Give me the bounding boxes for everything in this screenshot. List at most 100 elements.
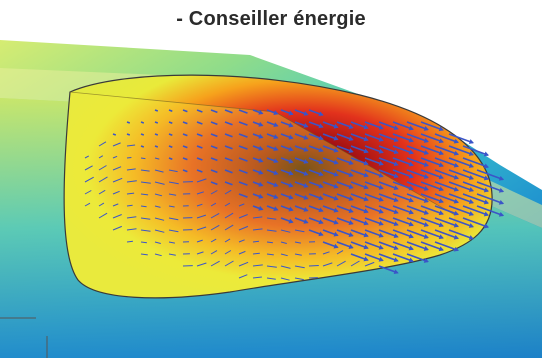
vector-arrowhead [288, 182, 294, 188]
vector-arrow [224, 189, 232, 195]
vector-arrow [126, 157, 132, 159]
vector-arrowhead [273, 158, 279, 164]
vector-arrow [224, 224, 234, 231]
vector-arrow [98, 141, 107, 147]
vector-arrowhead [333, 195, 339, 201]
vector-arrow [112, 166, 122, 171]
vector-arrow [210, 250, 218, 255]
vector-arrowhead [288, 194, 294, 200]
vector-arrowhead [258, 109, 264, 115]
vector-arrow [448, 169, 474, 180]
vector-arrowhead [498, 187, 505, 193]
vector-arrow [308, 265, 319, 267]
caption-text: - Conseiller énergie [176, 8, 366, 30]
vector-arrow [224, 181, 233, 186]
vector-arrow [294, 241, 301, 244]
vector-arrow [84, 155, 90, 159]
vector-arrowhead [288, 206, 294, 212]
vector-arrowhead [273, 170, 279, 176]
vector-arrowhead [423, 210, 429, 215]
vector-arrow [224, 202, 231, 207]
vector-arrowhead [258, 133, 264, 139]
vector-arrow [168, 205, 175, 208]
vector-arrow [294, 229, 305, 233]
vector-arrow [168, 193, 177, 196]
vector-arrow [98, 189, 106, 195]
vector-arrow [182, 145, 188, 149]
vector-arrow [154, 205, 161, 208]
vector-arrow [126, 192, 135, 195]
vector-arrow [210, 181, 218, 186]
vector-arrow [168, 133, 173, 136]
vector-arrowhead [363, 184, 369, 190]
vector-arrow [168, 109, 173, 112]
vector-arrowhead [333, 231, 339, 237]
vector-arrow [168, 169, 178, 173]
vector-arrow [434, 205, 459, 216]
vector-arrow [168, 253, 176, 256]
plume-outline [63, 74, 493, 299]
vector-arrow [154, 181, 165, 185]
vector-arrowhead [393, 149, 399, 155]
vector-arrow [224, 157, 233, 162]
vector-arrowhead [288, 170, 294, 176]
vector-arrowhead [333, 159, 339, 165]
vector-arrowhead [378, 172, 384, 178]
vector-arrow [210, 157, 218, 162]
vector-arrowhead [273, 182, 279, 188]
vector-arrow [462, 193, 489, 204]
vector-arrow [266, 277, 276, 280]
vector-arrowhead [468, 223, 474, 228]
vector-arrowhead [258, 205, 264, 211]
vector-arrowhead [468, 235, 474, 240]
vector-arrowhead [348, 208, 354, 213]
vector-arrow [98, 202, 105, 207]
vector-arrowhead [453, 186, 459, 192]
vector-arrow [140, 217, 151, 220]
vector-arrow [238, 193, 248, 198]
vector-arrow [84, 176, 94, 183]
vector-arrow [196, 121, 203, 125]
vector-arrowhead [408, 209, 414, 215]
vector-arrow [196, 239, 203, 243]
vector-arrow [266, 241, 273, 244]
vector-arrowhead [408, 161, 414, 167]
vector-arrow [154, 193, 163, 197]
vector-arrow [168, 181, 179, 185]
vector-arrowhead [363, 136, 369, 142]
vector-arrowhead [393, 209, 399, 215]
cut-plane-overlay [64, 92, 455, 298]
vector-arrowhead [303, 159, 309, 164]
vector-arrow [252, 276, 262, 279]
vector-arrowhead [438, 138, 444, 144]
vector-arrowhead [498, 175, 505, 181]
vector-arrowhead [468, 199, 474, 204]
vector-arrow [294, 253, 302, 256]
vector-arrow [238, 109, 248, 114]
vector-arrowhead [348, 184, 354, 189]
vector-arrowhead [423, 234, 429, 239]
vector-arrow [448, 145, 474, 156]
vector-arrowhead [393, 221, 399, 227]
vector-arrow [434, 181, 459, 192]
vector-arrow [140, 193, 149, 196]
vector-arrow [140, 133, 145, 136]
vector-arrowhead [483, 151, 489, 157]
vector-arrow [140, 253, 148, 256]
vector-arrowhead [318, 123, 324, 129]
vector-arrow [210, 238, 217, 243]
vector-arrowhead [453, 150, 459, 156]
vector-arrow [196, 226, 207, 231]
vector-arrowhead [363, 160, 369, 166]
vector-arrow [140, 241, 147, 244]
vector-arrow [98, 176, 108, 183]
vector-arrow [434, 229, 459, 240]
vector-arrowhead [393, 245, 399, 251]
vector-arrow [168, 121, 173, 124]
vector-arrowhead [408, 137, 414, 143]
vector-arrow [280, 229, 291, 233]
vector-arrow [476, 193, 504, 205]
vector-arrowhead [273, 122, 279, 128]
vector-arrowhead [363, 124, 369, 130]
